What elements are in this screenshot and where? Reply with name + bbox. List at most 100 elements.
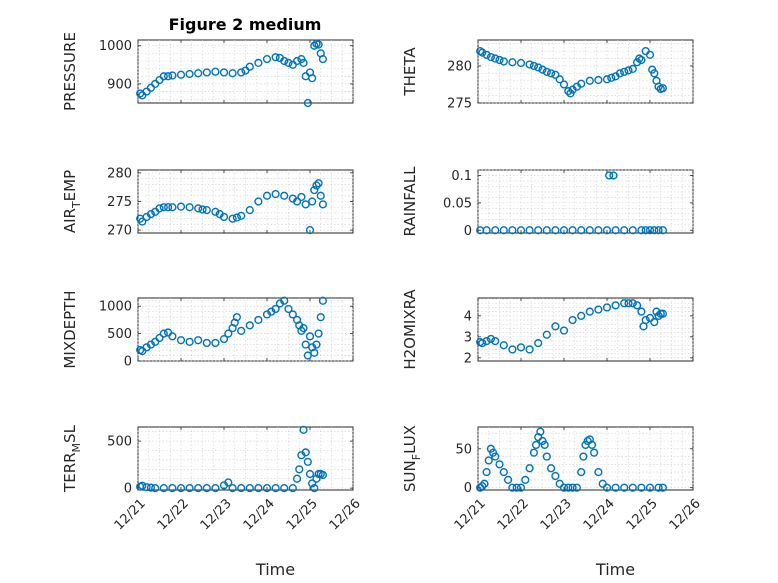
terr_msl-point [176,484,186,493]
h2omixra-point [478,339,487,348]
terr_msl-xtick-label: 12/22 [155,496,192,533]
rainfall-ytick-label: 0.05 [443,196,472,211]
terr_msl-point [262,484,272,493]
pressure-point [310,41,319,50]
rainfall-point [605,171,614,180]
rainfall-point [650,226,659,235]
theta-point [534,63,543,72]
rainfall-axes: 0 0.05 0.1 RAINFALL [401,166,694,239]
h2omixra-ylabel: H2OMIXRA [401,289,419,370]
sun_flux-point [577,468,586,477]
rainfall-point [516,226,526,235]
pressure-point [202,68,211,77]
h2omixra-ytick-label: 4 [464,309,472,324]
sun_flux-xtick-label: 12/22 [495,496,532,533]
rainfall-point [611,226,620,235]
mixdepth-point [312,340,321,349]
h2omixra-point [650,318,659,327]
sun_flux-xtick-label: 12/24 [581,496,618,533]
sun_flux-xtick-label: 12/25 [624,496,661,533]
air_temp-point [262,191,272,200]
pressure-ylabel: PRESSURE [61,32,79,111]
theta-point [620,67,629,76]
sun_flux-point [512,483,521,492]
mixdepth-point [310,348,319,357]
h2omixra-point [632,301,642,310]
pressure-axes: 900 1000 PRESSURE [61,32,354,111]
h2omixra-series [476,299,668,354]
pressure-point [168,71,177,80]
pressure-point [211,67,220,76]
mixdepth-point [299,324,308,333]
rainfall-point [551,226,560,235]
figure-title: Figure 2 medium [169,15,322,34]
theta-point [650,69,659,78]
mixdepth-point [314,329,323,338]
rainfall-point [585,226,594,235]
terr_msl-point [159,484,168,493]
mixdepth-point [316,313,325,322]
axes-layer: 900 1000 PRESSURE 275 280 THETA 270 275 280 AIRTE… [61,32,704,579]
rainfall-point [609,171,618,180]
sun_flux-point [611,483,620,492]
pressure-point [314,40,323,49]
sun_flux-point [628,483,637,492]
sun_flux-point [508,483,517,492]
air_temp-point [194,204,203,213]
pressure-point [185,69,194,79]
sun_flux-point [484,456,493,465]
pressure-point [308,74,317,83]
theta-point [637,55,646,65]
terr_msl-ylabel: TERRMSL [61,424,83,493]
terr_msl-point [237,484,246,493]
theta-point [542,67,551,76]
pressure-point [245,62,254,71]
pressure-point [280,56,289,66]
rainfall-point [499,226,508,235]
terr_msl-point [254,484,263,493]
rainfall-point [594,226,603,235]
air_temp-point [293,197,302,206]
mixdepth-point [194,336,203,345]
h2omixra-point [491,336,500,346]
sun_flux-point [594,468,603,477]
terr_msl-xtick-label: 12/23 [198,496,235,533]
mixdepth-ytick-label: 0 [124,355,132,370]
sun_flux-point [536,427,545,436]
mixdepth-point [284,304,293,314]
pressure-point [254,58,263,68]
h2omixra-point [585,307,594,316]
terr_msl-point [288,484,297,493]
h2omixra-point [482,336,491,346]
air_temp-point [271,189,280,199]
theta-point [551,70,560,79]
theta-point [594,75,603,85]
mixdepth-point [318,296,328,305]
terr_msl-point [168,484,177,493]
sun_flux-ytick-label: 50 [455,442,472,457]
rainfall-point [658,226,668,235]
h2omixra-point [577,311,586,320]
sun_flux-xlabel: Time [595,560,635,579]
h2omixra-point [628,299,637,308]
sun_flux-point [478,482,487,491]
sun_flux-ytick-label: 0 [464,481,472,496]
rainfall-point [542,226,551,235]
sun_flux-point [658,483,668,492]
terr_msl-point [185,484,194,493]
mixdepth-series [136,296,328,360]
mixdepth-point [211,338,220,348]
h2omixra-ytick-label: 3 [464,330,472,345]
sun_flux-xtick-label: 12/23 [538,496,575,533]
rainfall-point [491,226,500,235]
pressure-point [176,70,186,79]
air_temp-point [176,202,186,211]
sun_flux-point [559,483,569,492]
sun_flux-ylabel: SUNFLUX [401,425,423,492]
sun_flux-point [579,452,588,461]
h2omixra-point [486,334,496,344]
terr_msl-ytick-label: 0 [124,482,132,497]
sun_flux-series [476,427,668,492]
pressure-series [136,39,328,108]
air_temp-point [254,197,263,206]
